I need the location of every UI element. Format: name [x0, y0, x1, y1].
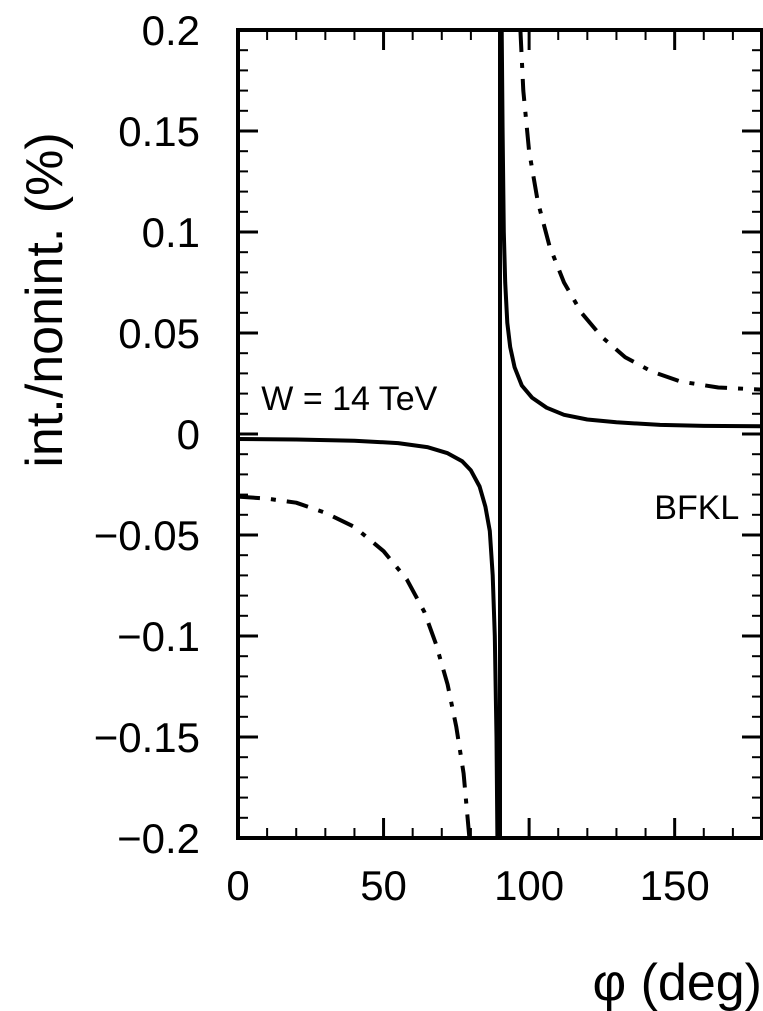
y-axis-label: int./nonint. (%) [16, 132, 74, 467]
y-tick-label: 0.2 [142, 7, 200, 54]
y-tick-label: −0.1 [117, 613, 200, 660]
y-tick-label: −0.2 [117, 815, 200, 862]
y-tick-label: 0 [177, 411, 200, 458]
solid-curve-segment-2 [499, 30, 762, 429]
annotations: W = 14 TeV BFKL [261, 380, 739, 527]
y-tick-label: −0.05 [94, 512, 200, 559]
tick-labels: −0.2 −0.15 −0.1 −0.05 0 0.05 0.1 0.15 0.2 0 50 100 1… [94, 7, 710, 909]
y-tick-label: 0.1 [142, 209, 200, 256]
solid-curve-segment-1 [238, 437, 500, 838]
energy-annotation: W = 14 TeV [261, 380, 437, 418]
x-tick-label: 0 [226, 862, 249, 909]
dashdot-curve-segment-1 [238, 494, 472, 838]
dashdot-curve-segment-2 [518, 30, 762, 392]
y-tick-label: 0.05 [118, 310, 200, 357]
y-tick-label: 0.15 [118, 108, 200, 155]
x-axis-label: φ (deg) [592, 954, 762, 1011]
plot-curves [238, 30, 762, 838]
y-tick-label: −0.15 [94, 714, 200, 761]
x-tick-label: 150 [640, 862, 710, 909]
plot-frame [236, 28, 763, 840]
x-tick-label: 50 [360, 862, 407, 909]
x-tick-label: 100 [494, 862, 564, 909]
model-annotation: BFKL [654, 489, 739, 527]
